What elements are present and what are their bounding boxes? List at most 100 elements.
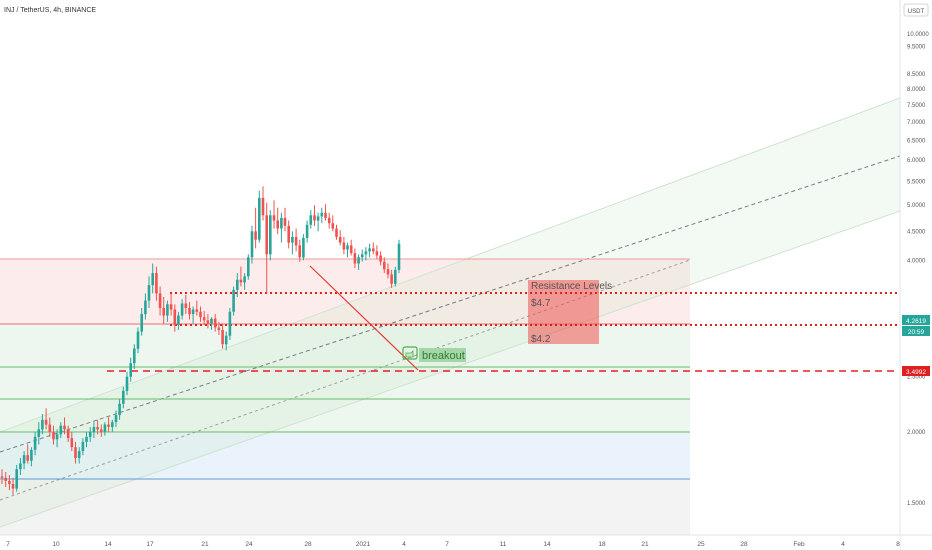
candle-body — [52, 431, 55, 440]
candle-body — [26, 455, 29, 461]
candle-body — [22, 455, 26, 464]
y-tick-label: 6.0000 — [907, 158, 926, 164]
x-tick-label: 21 — [201, 541, 209, 548]
y-tick-label: 5.0000 — [907, 203, 926, 209]
x-ticks: 7 10 14 17 21 24 28 2021 4 7 11 14 18 21 25 28 Feb 4 8 — [6, 541, 900, 548]
candle-body — [239, 279, 243, 283]
candle-body — [158, 293, 162, 308]
candle-body — [55, 434, 59, 440]
x-tick-label: 24 — [245, 541, 253, 548]
trend-line-descending[interactable] — [309, 265, 419, 371]
candle-body — [309, 215, 313, 225]
x-tick-label: 4 — [402, 541, 406, 548]
candle-body — [147, 285, 151, 301]
zone-blue — [0, 433, 690, 479]
candle-body — [66, 429, 70, 439]
time-axis[interactable] — [0, 535, 900, 550]
candle-body — [287, 225, 290, 243]
x-tick-label: 10 — [52, 541, 60, 548]
candle-body — [283, 217, 287, 226]
candle-body — [224, 335, 228, 345]
candle-body — [77, 451, 81, 458]
resistance-level-high-label: $4.7 — [531, 298, 551, 309]
candle-body — [342, 242, 346, 250]
candle-body — [151, 273, 154, 286]
candle-body — [294, 236, 298, 246]
candle-body — [213, 318, 217, 328]
x-tick-label: 14 — [543, 541, 551, 548]
candle-body — [357, 257, 360, 264]
resistance-title: Resistance Levels — [531, 281, 612, 292]
candle-body — [155, 273, 158, 294]
candle-body — [338, 236, 342, 243]
candle-body — [397, 243, 401, 270]
candle-body — [346, 245, 349, 250]
candle-body — [0, 476, 4, 478]
candle-body — [63, 425, 66, 430]
candle-body — [261, 197, 265, 216]
candle-body — [210, 318, 213, 324]
candle-body — [316, 216, 320, 221]
candle-body — [258, 197, 261, 240]
candle-body — [111, 422, 114, 427]
channel-lower — [0, 210, 901, 528]
candle-body — [184, 303, 188, 308]
candle-body — [162, 308, 165, 316]
candle-body — [247, 257, 250, 277]
y-tick-label: 8.5000 — [907, 72, 926, 78]
candle-body — [85, 436, 88, 442]
candle-body — [327, 217, 331, 224]
x-tick-label: Feb — [793, 541, 805, 548]
candle-body — [232, 289, 235, 312]
y-tick-label: 4.5000 — [907, 229, 926, 235]
y-tick-label: 2.5000 — [907, 375, 926, 381]
y-tick-label: 7.0000 — [907, 120, 926, 126]
candle-body — [166, 304, 169, 316]
candle-body — [100, 429, 103, 432]
candle-body — [298, 245, 301, 258]
candle-body — [195, 309, 199, 312]
x-tick-label: 11 — [500, 541, 507, 548]
y-tick-label: 1.5000 — [907, 501, 926, 507]
x-tick-label: 14 — [104, 541, 112, 548]
y-tick-label: 10.0000 — [907, 32, 929, 38]
hand-pointer-icon — [405, 350, 414, 358]
candle-body — [221, 329, 224, 345]
candle-body — [390, 274, 393, 284]
candle-body — [394, 269, 397, 284]
candle-body — [206, 320, 210, 324]
candle-body — [19, 463, 22, 470]
candle-body — [250, 231, 254, 258]
x-tick-label: 7 — [6, 541, 10, 548]
candle-body — [324, 212, 327, 218]
currency-button[interactable] — [903, 3, 929, 17]
price-axis[interactable] — [900, 0, 932, 550]
candle-body — [320, 212, 324, 217]
candle-body — [383, 261, 386, 270]
support-price-tag — [902, 366, 930, 376]
candle-body — [191, 309, 195, 315]
candle-body — [368, 248, 371, 252]
candle-body — [372, 248, 375, 252]
x-tick-label: 28 — [740, 541, 748, 548]
countdown-tag — [902, 326, 930, 336]
candle-body — [302, 238, 305, 258]
candles — [0, 186, 401, 495]
candle-body — [188, 308, 191, 315]
x-tick-label: 28 — [304, 541, 312, 548]
candle-body — [144, 300, 147, 315]
candle-body — [291, 236, 294, 243]
candle-body — [129, 363, 132, 377]
candle-body — [305, 224, 309, 238]
channel-upper — [0, 97, 901, 433]
candle-body — [118, 403, 121, 416]
breakout-badge[interactable]: breakout — [402, 346, 466, 362]
candle-body — [375, 251, 379, 256]
candle-body — [228, 311, 232, 336]
channel-fill — [0, 98, 900, 527]
candle-body — [353, 253, 357, 264]
resistance-zone[interactable] — [528, 280, 599, 344]
candle-body — [331, 223, 335, 229]
candle-body — [360, 254, 364, 258]
